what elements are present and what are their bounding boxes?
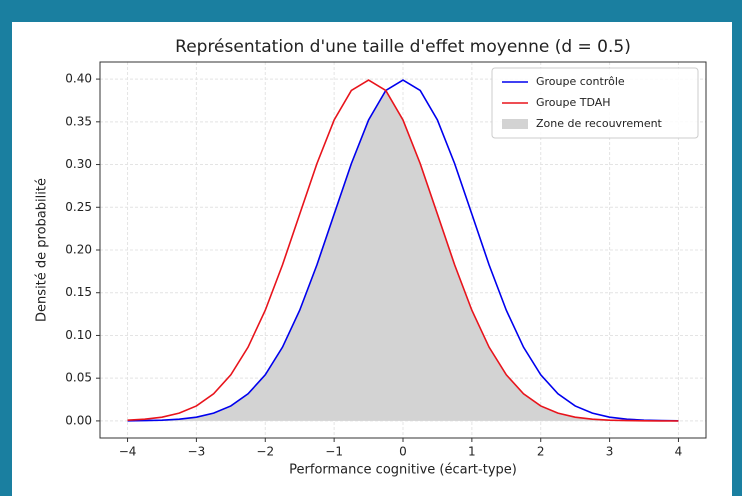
y-tick-label: 0.20 xyxy=(65,243,92,257)
legend-box xyxy=(491,67,699,139)
x-tick-label: 2 xyxy=(537,445,545,459)
y-tick-label: 0.05 xyxy=(65,371,92,385)
y-tick-label: 0.15 xyxy=(65,285,92,299)
x-tick-label: 4 xyxy=(675,445,683,459)
x-tick-label: −4 xyxy=(119,445,137,459)
y-tick-label: 0.25 xyxy=(65,200,92,214)
legend-label: Groupe contrôle xyxy=(536,75,625,88)
x-tick-label: 1 xyxy=(468,445,476,459)
legend-label: Zone de recouvrement xyxy=(536,117,663,130)
y-tick-label: 0.00 xyxy=(65,413,92,427)
x-tick-label: −2 xyxy=(256,445,274,459)
x-tick-label: 3 xyxy=(606,445,614,459)
x-axis-label: Performance cognitive (écart-type) xyxy=(289,463,517,478)
x-tick-label: 0 xyxy=(399,445,407,459)
overlap-area xyxy=(127,90,679,421)
y-tick-label: 0.10 xyxy=(65,328,92,342)
legend-swatch xyxy=(502,119,528,129)
line xyxy=(127,79,679,422)
x-tick-label: −3 xyxy=(188,445,206,459)
axes-frame xyxy=(99,61,707,439)
legend-label: Groupe TDAH xyxy=(536,96,611,109)
y-axis-label: Densité de probabilité xyxy=(35,178,50,322)
y-tick-label: 0.35 xyxy=(65,114,92,128)
y-tick-label: 0.40 xyxy=(65,72,92,86)
y-tick-label: 0.30 xyxy=(65,157,92,171)
x-tick-label: −1 xyxy=(325,445,343,459)
chart-title: Représentation d'une taille d'effet moye… xyxy=(175,37,631,57)
line xyxy=(127,79,679,422)
